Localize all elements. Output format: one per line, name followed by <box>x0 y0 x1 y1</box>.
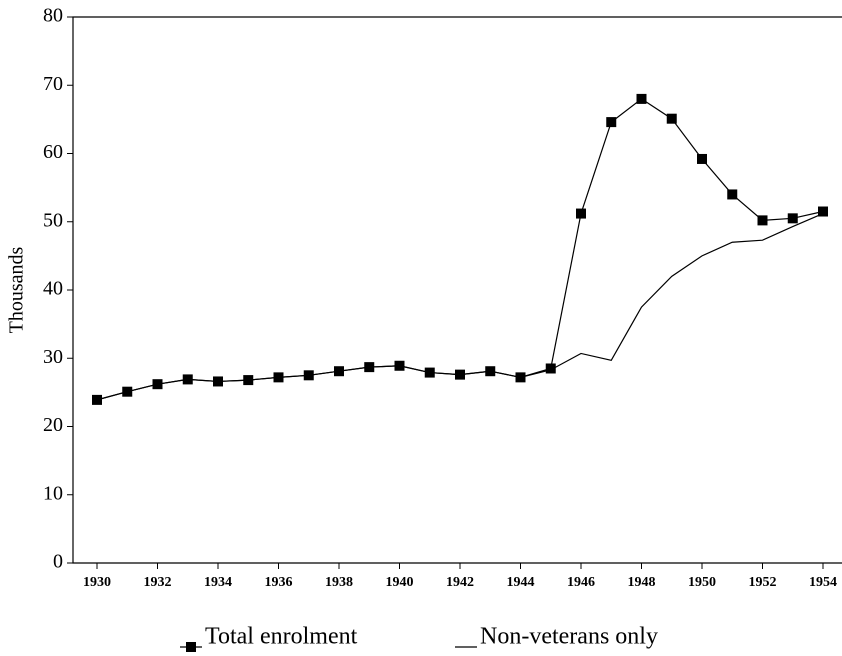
x-tick-label: 1954 <box>809 575 837 590</box>
y-tick-label: 70 <box>43 73 63 95</box>
legend-label: Non-veterans only <box>480 624 658 650</box>
x-tick-label: 1932 <box>144 575 172 590</box>
x-tick-label: 1936 <box>265 575 293 590</box>
y-tick-label: 40 <box>43 278 63 300</box>
point <box>576 208 586 219</box>
y-tick-label: 30 <box>43 346 63 368</box>
x-tick-label: 1938 <box>325 575 353 590</box>
x-tick-label: 1934 <box>204 575 232 590</box>
series-line <box>96 213 824 401</box>
legend-label: Total enrolment <box>205 624 358 650</box>
y-tick-label: 50 <box>43 209 63 231</box>
x-tick-label: 1950 <box>688 575 716 590</box>
y-tick-label: 60 <box>43 141 63 163</box>
point <box>818 206 828 217</box>
point <box>606 117 617 128</box>
point <box>697 153 707 164</box>
x-tick-label: 1930 <box>83 575 111 590</box>
x-tick-label: 1952 <box>749 575 777 590</box>
point <box>727 189 738 200</box>
x-tick-label: 1942 <box>446 575 474 590</box>
x-tick-label: 1940 <box>386 575 414 590</box>
y-axis-label: Thousands <box>6 246 28 333</box>
y-tick-label: 10 <box>43 482 63 504</box>
legend-marker <box>186 642 196 652</box>
point <box>787 213 798 224</box>
point <box>666 113 677 124</box>
point <box>757 215 768 226</box>
x-tick-label: 1948 <box>628 575 656 590</box>
y-tick-label: 0 <box>53 551 63 573</box>
y-tick-label: 80 <box>43 5 63 27</box>
point <box>545 363 556 374</box>
point <box>636 93 647 104</box>
y-tick-label: 20 <box>43 414 63 436</box>
x-tick-label: 1944 <box>507 575 535 590</box>
axis-frame <box>72 16 842 564</box>
series-line <box>96 98 824 401</box>
x-tick-label: 1946 <box>567 575 595 590</box>
